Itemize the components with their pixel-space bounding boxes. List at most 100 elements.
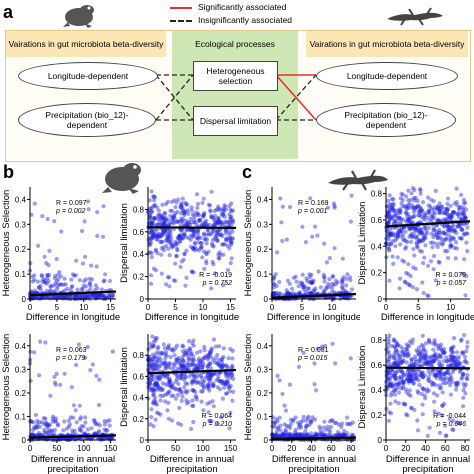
- data-point: [207, 400, 212, 405]
- data-point: [386, 376, 392, 382]
- data-point: [271, 433, 277, 439]
- data-point: [433, 211, 438, 216]
- data-point: [309, 431, 314, 436]
- data-point: [72, 428, 77, 433]
- data-point: [283, 427, 288, 432]
- data-point: [168, 355, 173, 360]
- data-point: [408, 393, 413, 398]
- data-point: [168, 231, 173, 236]
- data-point: [340, 278, 345, 283]
- data-point: [183, 348, 188, 353]
- data-point: [398, 216, 403, 221]
- data-point: [93, 294, 98, 299]
- data-point: [463, 391, 468, 396]
- data-point: [181, 358, 187, 363]
- data-point: [398, 374, 403, 379]
- data-point: [55, 422, 61, 427]
- x-axis-label: Difference in longitude: [267, 312, 360, 323]
- data-point: [412, 253, 417, 258]
- data-point: [439, 347, 444, 352]
- data-point: [160, 351, 165, 356]
- data-point: [349, 193, 354, 198]
- data-point: [423, 341, 429, 346]
- data-point: [414, 348, 419, 353]
- data-point: [184, 202, 189, 207]
- data-point: [440, 403, 445, 408]
- point-cloud: [383, 186, 470, 299]
- data-point: [327, 427, 332, 432]
- data-point: [417, 213, 422, 218]
- data-point: [102, 427, 107, 432]
- data-point: [299, 425, 304, 430]
- data-point: [390, 207, 396, 212]
- data-point: [205, 232, 210, 237]
- data-point: [446, 371, 451, 376]
- data-point: [436, 204, 441, 209]
- data-point: [85, 427, 90, 432]
- data-point: [151, 401, 156, 406]
- data-point: [193, 390, 198, 395]
- data-point: [284, 423, 289, 429]
- data-point: [423, 352, 429, 358]
- x-tick-label: 0: [384, 303, 389, 312]
- data-point: [452, 228, 458, 233]
- data-point: [440, 403, 445, 408]
- data-point: [154, 222, 159, 227]
- data-point: [161, 245, 166, 250]
- data-point: [388, 393, 394, 398]
- data-point: [422, 393, 427, 398]
- data-point: [221, 355, 226, 360]
- data-point: [147, 216, 152, 221]
- data-point: [176, 392, 181, 397]
- data-point: [448, 392, 453, 397]
- data-point: [445, 201, 450, 206]
- data-point: [111, 293, 116, 298]
- data-point: [330, 274, 335, 279]
- data-point: [351, 433, 356, 438]
- data-point: [271, 285, 276, 290]
- data-point: [388, 242, 393, 247]
- data-point: [173, 261, 178, 266]
- data-point: [418, 226, 423, 232]
- data-point: [277, 415, 282, 420]
- link-right-dis-lon: [275, 74, 317, 121]
- data-point: [217, 363, 222, 368]
- data-point: [149, 209, 154, 214]
- data-point: [32, 201, 37, 206]
- data-point: [453, 382, 459, 387]
- data-point: [434, 375, 439, 380]
- data-point: [81, 293, 86, 298]
- data-point: [291, 291, 296, 296]
- data-point: [42, 278, 47, 283]
- data-point: [82, 219, 87, 224]
- data-point: [307, 272, 312, 277]
- data-point: [397, 357, 403, 362]
- data-point: [167, 380, 172, 385]
- data-point: [461, 205, 466, 210]
- data-point: [51, 414, 56, 419]
- data-point: [444, 236, 449, 241]
- data-point: [433, 188, 438, 193]
- data-point: [211, 222, 216, 227]
- data-point: [52, 276, 58, 281]
- data-point: [395, 363, 400, 368]
- data-point: [390, 205, 395, 210]
- data-point: [388, 368, 393, 373]
- data-point: [387, 231, 392, 236]
- data-point: [152, 229, 157, 234]
- data-point: [156, 376, 161, 381]
- data-point: [402, 279, 407, 284]
- data-point: [56, 282, 62, 287]
- data-point: [198, 361, 203, 366]
- data-point: [271, 281, 277, 287]
- data-point: [435, 369, 440, 374]
- data-point: [176, 219, 181, 224]
- data-point: [194, 247, 199, 252]
- data-point: [437, 386, 442, 391]
- data-point: [190, 362, 195, 367]
- data-point: [392, 360, 397, 365]
- data-point: [217, 232, 222, 237]
- data-point: [430, 359, 435, 364]
- data-point: [188, 348, 193, 353]
- data-point: [105, 428, 110, 433]
